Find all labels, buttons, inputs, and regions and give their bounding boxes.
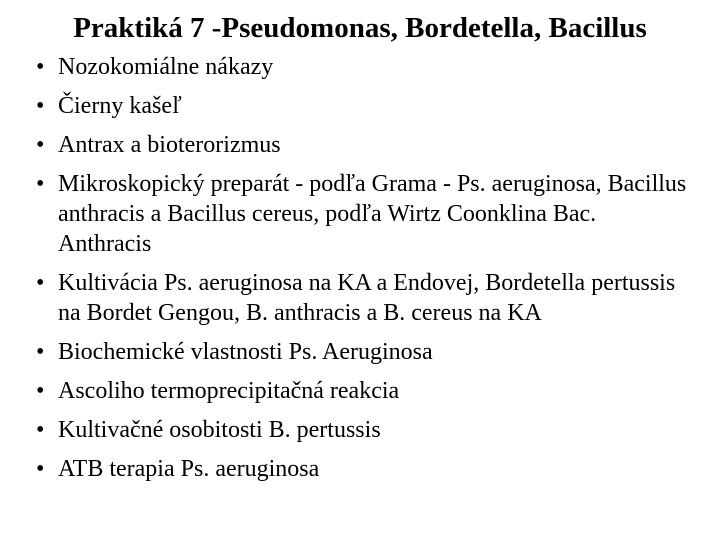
list-item: Antrax a bioterorizmus: [30, 130, 690, 160]
list-item: Ascoliho termoprecipitačná reakcia: [30, 376, 690, 406]
list-item: Mikroskopický preparát - podľa Grama - P…: [30, 169, 690, 259]
slide-title: Praktiká 7 -Pseudomonas, Bordetella, Bac…: [30, 10, 690, 46]
list-item: Biochemické vlastnosti Ps. Aeruginosa: [30, 337, 690, 367]
list-item: Kultivačné osobitosti B. pertussis: [30, 415, 690, 445]
bullet-list: Nozokomiálne nákazy Čierny kašeľ Antrax …: [30, 52, 690, 484]
list-item: Kultivácia Ps. aeruginosa na KA a Endove…: [30, 268, 690, 328]
list-item: ATB terapia Ps. aeruginosa: [30, 454, 690, 484]
list-item: Nozokomiálne nákazy: [30, 52, 690, 82]
list-item: Čierny kašeľ: [30, 91, 690, 121]
